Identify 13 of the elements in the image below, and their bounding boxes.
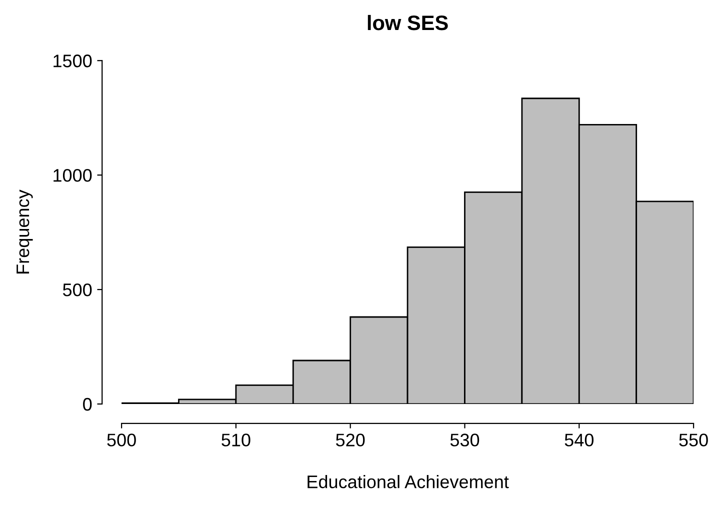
x-tick-label: 540 xyxy=(564,434,594,446)
y-axis-title: Frequency xyxy=(16,190,33,274)
y-tick-label: 0 xyxy=(83,398,92,411)
x-tick-label: 530 xyxy=(450,434,480,446)
chart-title: low SES xyxy=(368,14,448,30)
x-tick-label: 550 xyxy=(679,434,708,446)
y-tick-label: 1000 xyxy=(54,169,92,182)
x-axis-title: Educational Achievement xyxy=(308,475,509,488)
y-tick-label: 1500 xyxy=(54,54,92,68)
x-tick-label: 520 xyxy=(336,434,365,446)
x-tick-label: 500 xyxy=(107,434,136,446)
y-tick-label: 500 xyxy=(62,283,92,296)
x-tick-label: 510 xyxy=(222,434,250,446)
